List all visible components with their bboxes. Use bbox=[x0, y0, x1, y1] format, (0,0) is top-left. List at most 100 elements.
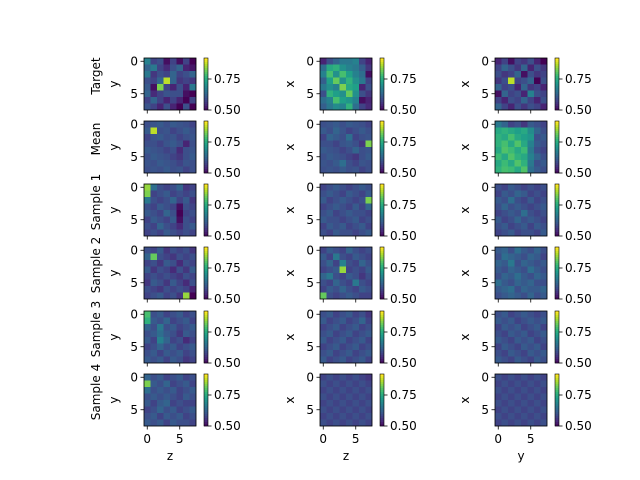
colorbar-segment bbox=[380, 145, 384, 148]
heatmap-cell bbox=[521, 166, 528, 174]
heatmap-cell bbox=[508, 134, 515, 141]
heatmap-cell bbox=[540, 127, 548, 135]
heatmap-cell bbox=[157, 147, 164, 154]
heatmap-cell bbox=[339, 166, 347, 174]
colorbar-segment bbox=[380, 161, 384, 164]
heatmap-cell bbox=[333, 71, 340, 78]
colorbar-frame bbox=[554, 246, 560, 300]
heatmap-cell bbox=[365, 260, 373, 267]
heatmap-cell bbox=[176, 324, 184, 331]
heatmap-cell bbox=[157, 311, 164, 318]
heatmap-cell bbox=[339, 247, 347, 254]
colorbar-segment bbox=[204, 232, 208, 235]
colorbar-segment bbox=[204, 125, 208, 128]
heatmap-cell bbox=[157, 406, 164, 414]
heatmap-cell bbox=[150, 216, 158, 224]
heatmap-cell bbox=[521, 223, 528, 230]
heatmap-cell bbox=[501, 103, 509, 111]
colorbar-segment bbox=[380, 273, 384, 276]
heatmap-cell bbox=[170, 84, 177, 91]
heatmap-cell bbox=[150, 247, 158, 254]
heatmap-cell bbox=[320, 64, 327, 72]
heatmap-cell bbox=[157, 229, 164, 237]
heatmap-cell bbox=[163, 266, 171, 274]
heatmap-cell bbox=[495, 197, 502, 204]
heatmap-cell bbox=[521, 210, 528, 217]
colorbar-segment bbox=[380, 339, 384, 342]
heatmap-cell bbox=[521, 393, 528, 401]
heatmap-cell bbox=[189, 286, 197, 293]
heatmap-cell bbox=[320, 311, 327, 318]
heatmap-cell bbox=[534, 190, 541, 198]
heatmap-cell bbox=[339, 160, 347, 167]
heatmap-cell bbox=[333, 324, 340, 331]
heatmap-cell bbox=[189, 190, 197, 198]
heatmap-cell bbox=[365, 356, 373, 364]
heatmap-cell bbox=[320, 223, 327, 230]
heatmap-cell bbox=[352, 380, 360, 388]
heatmap-cell bbox=[326, 210, 334, 217]
colorbar-segment bbox=[555, 341, 559, 344]
heatmap-cell bbox=[540, 350, 548, 357]
y-axis-label: y bbox=[107, 269, 121, 276]
heatmap-cell bbox=[176, 253, 184, 261]
heatmap-cell bbox=[365, 406, 373, 414]
heatmap-cell bbox=[540, 356, 548, 364]
colorbar-segment bbox=[555, 121, 559, 124]
heatmap-cell bbox=[157, 58, 164, 65]
colorbar-segment bbox=[555, 214, 559, 217]
heatmap-cell bbox=[320, 103, 327, 111]
colorbar-segment bbox=[204, 420, 208, 423]
heatmap-cell bbox=[320, 400, 327, 407]
heatmap-cell bbox=[339, 317, 347, 325]
colorbar-segment bbox=[204, 147, 208, 150]
heatmap-cell bbox=[540, 273, 548, 280]
heatmap-cell bbox=[150, 380, 158, 388]
heatmap-cell bbox=[157, 160, 164, 167]
heatmap-cell bbox=[514, 286, 522, 293]
heatmap-cell bbox=[514, 64, 522, 72]
colorbar-segment bbox=[380, 74, 384, 77]
heatmap-cell bbox=[163, 103, 171, 111]
heatmap-cell bbox=[183, 121, 190, 128]
heatmap-cell bbox=[326, 393, 334, 401]
heatmap-cell bbox=[157, 330, 164, 338]
heatmap-cell bbox=[333, 160, 340, 167]
colorbar-segment bbox=[380, 94, 384, 97]
heatmap-cell bbox=[183, 140, 190, 148]
colorbar-segment bbox=[555, 106, 559, 109]
heatmap-cell bbox=[189, 127, 197, 135]
heatmap-cell bbox=[514, 223, 522, 230]
heatmap-frame bbox=[319, 310, 373, 364]
heatmap-cell bbox=[333, 229, 340, 237]
heatmap-cell bbox=[495, 71, 502, 78]
colorbar-segment bbox=[555, 269, 559, 272]
heatmap-cell bbox=[508, 311, 515, 318]
heatmap-cell bbox=[534, 374, 541, 381]
heatmap-cell bbox=[339, 134, 347, 141]
heatmap-cell bbox=[346, 380, 353, 388]
heatmap-cell bbox=[183, 127, 190, 135]
heatmap-cell bbox=[527, 286, 535, 293]
heatmap-cell bbox=[183, 153, 190, 161]
y-tick-label: 5 bbox=[130, 340, 138, 354]
colorbar-segment bbox=[380, 390, 384, 393]
colorbar-tick-label: 0.50 bbox=[565, 229, 592, 243]
colorbar-segment bbox=[204, 60, 208, 63]
colorbar-segment bbox=[380, 218, 384, 221]
heatmap-cell bbox=[534, 273, 541, 280]
colorbar-tick-label: 0.75 bbox=[390, 198, 417, 212]
heatmap-cell bbox=[183, 197, 190, 204]
heatmap-cell bbox=[176, 286, 184, 293]
heatmap-cell bbox=[508, 229, 515, 237]
heatmap-cell bbox=[320, 229, 327, 237]
heatmap-cell bbox=[144, 134, 151, 141]
colorbar-tick-label: 0.75 bbox=[214, 135, 241, 149]
heatmap-cell bbox=[508, 253, 515, 261]
heatmap-cell bbox=[333, 77, 340, 85]
colorbar-segment bbox=[204, 257, 208, 260]
heatmap-cell bbox=[163, 247, 171, 254]
heatmap-cell bbox=[320, 247, 327, 254]
colorbar-segment bbox=[204, 376, 208, 379]
heatmap-cell bbox=[346, 127, 353, 135]
